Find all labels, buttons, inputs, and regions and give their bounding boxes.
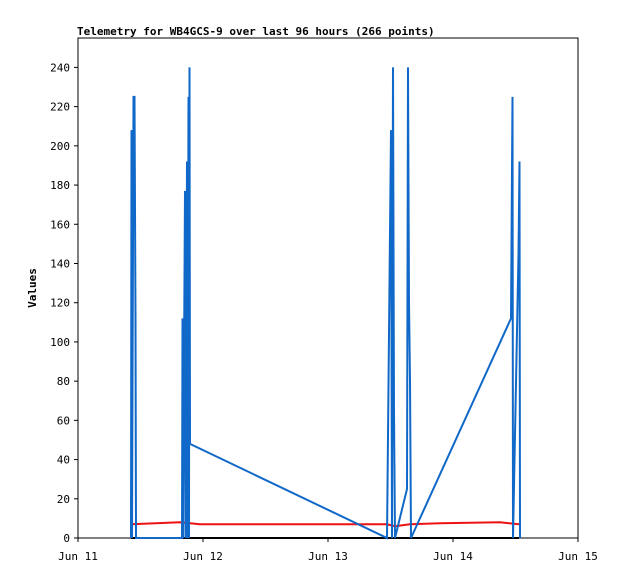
y-tick-label: 200 [50,140,70,153]
y-tick-label: 160 [50,218,70,231]
x-tick-label: Jun 13 [308,550,348,563]
plot-frame [77,37,579,539]
y-tick-label: 140 [50,257,70,270]
y-tick-label: 240 [50,61,70,74]
y-tick-label: 120 [50,297,70,310]
x-tick-label: Jun 11 [58,550,98,563]
y-tick-label: 220 [50,101,70,114]
y-tick-label: 60 [57,414,70,427]
y-tick-label: 180 [50,179,70,192]
y-tick-label: 40 [57,454,70,467]
y-tick-label: 20 [57,493,70,506]
y-tick-label: 0 [63,532,70,545]
y-tick-label: 100 [50,336,70,349]
y-tick-label: 80 [57,375,70,388]
x-tick-label: Jun 12 [183,550,223,563]
x-tick-label: Jun 15 [558,550,598,563]
data-line [130,67,521,540]
chart-title: Telemetry for WB4GCS-9 over last 96 hour… [77,25,435,38]
y-axis-label: Values [26,268,39,308]
x-tick-label: Jun 14 [433,550,473,563]
